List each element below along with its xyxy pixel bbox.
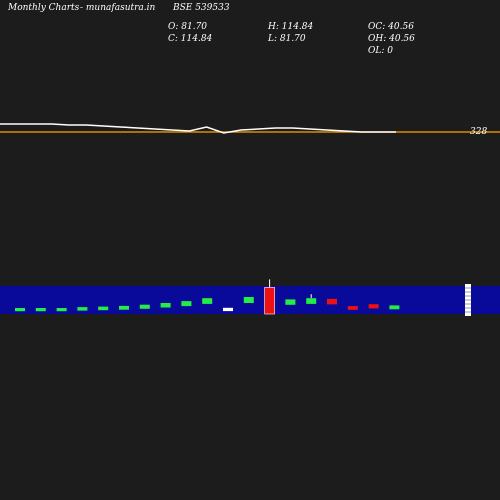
volume-bar: [202, 298, 213, 304]
volume-bar: [181, 301, 192, 307]
volume-bar: [368, 304, 379, 309]
low-value: L: 81.70: [268, 34, 306, 44]
volume-bar: [119, 305, 129, 310]
volume-bar: [223, 307, 233, 312]
volume-bar: [15, 308, 25, 312]
ol-value: OL: 0: [368, 46, 393, 56]
volume-bar: [264, 287, 275, 315]
reference-line-label: 328: [470, 127, 487, 137]
volume-bar: [285, 299, 296, 305]
oc-value: OC: 40.56: [368, 22, 414, 32]
site-title: Monthly Charts: [8, 3, 80, 13]
volume-bar: [35, 308, 46, 312]
open-value: O: 81.70: [168, 22, 208, 32]
price-line: [0, 123, 396, 134]
volume-bar: [56, 308, 67, 312]
scroll-handle-icon: [465, 284, 471, 316]
volume-bar: [306, 298, 317, 304]
volume-bar: [77, 307, 88, 311]
close-value: C: 114.84: [168, 34, 213, 44]
volume-bar: [160, 303, 171, 308]
source-label: - munafasutra.in: [80, 3, 156, 13]
volume-bar: [139, 304, 150, 309]
oh-value: OH: 40.56: [368, 34, 415, 44]
volume-bar: [243, 297, 254, 303]
volume-bars: [15, 279, 400, 315]
volume-bar: [389, 305, 400, 310]
volume-bar: [347, 306, 358, 310]
symbol-label: BSE 539533: [173, 3, 230, 13]
high-value: H: 114.84: [268, 22, 314, 32]
volume-bar: [327, 298, 337, 305]
volume-bar: [98, 306, 109, 311]
